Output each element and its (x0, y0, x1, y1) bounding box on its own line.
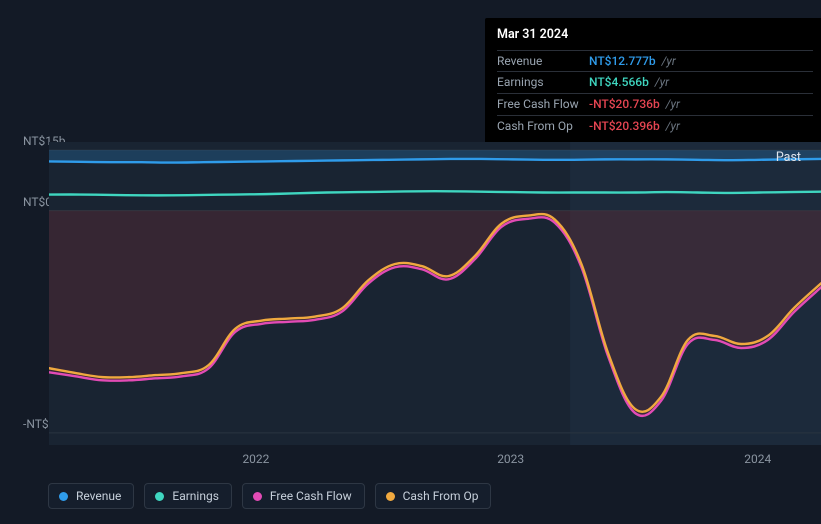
chart-plot-area (49, 142, 821, 445)
tooltip-row-value: -NT$20.396b /yr (589, 118, 680, 135)
tooltip-row-label: Free Cash Flow (497, 96, 589, 113)
legend-dot-icon (253, 492, 262, 501)
tooltip-row-value: NT$12.777b /yr (589, 53, 676, 70)
tooltip-row: RevenueNT$12.777b /yr (497, 50, 813, 72)
tooltip-row: Free Cash Flow-NT$20.736b /yr (497, 93, 813, 115)
legend-item[interactable]: Cash From Op (375, 483, 492, 509)
tooltip-row-value: -NT$20.736b /yr (589, 96, 680, 113)
x-axis-label: 2022 (242, 452, 269, 466)
tooltip-date: Mar 31 2024 (497, 26, 813, 44)
tooltip-row-label: Cash From Op (497, 118, 589, 135)
tooltip-row-label: Revenue (497, 53, 589, 70)
legend-item[interactable]: Earnings (144, 483, 232, 509)
legend-dot-icon (59, 492, 68, 501)
legend-item[interactable]: Revenue (48, 483, 134, 509)
legend-label: Free Cash Flow (270, 489, 352, 503)
x-axis-label: 2024 (744, 452, 771, 466)
financial-chart: Mar 31 2024 RevenueNT$12.777b /yrEarning… (18, 0, 821, 524)
y-axis-label: NT$0 (23, 195, 52, 209)
legend-dot-icon (386, 492, 395, 501)
legend-dot-icon (155, 492, 164, 501)
tooltip-row-value: NT$4.566b /yr (589, 74, 669, 91)
legend-item[interactable]: Free Cash Flow (242, 483, 365, 509)
chart-legend: Revenue Earnings Free Cash Flow Cash From O… (48, 483, 491, 509)
legend-label: Earnings (172, 489, 219, 503)
tooltip-row: EarningsNT$4.566b /yr (497, 71, 813, 93)
tooltip-row: Cash From Op-NT$20.396b /yr (497, 115, 813, 137)
legend-label: Revenue (76, 489, 121, 503)
past-label: Past (776, 150, 801, 165)
tooltip-row-label: Earnings (497, 74, 589, 91)
x-axis-label: 2023 (497, 452, 524, 466)
chart-tooltip: Mar 31 2024 RevenueNT$12.777b /yrEarning… (485, 18, 821, 145)
legend-label: Cash From Op (403, 489, 479, 503)
